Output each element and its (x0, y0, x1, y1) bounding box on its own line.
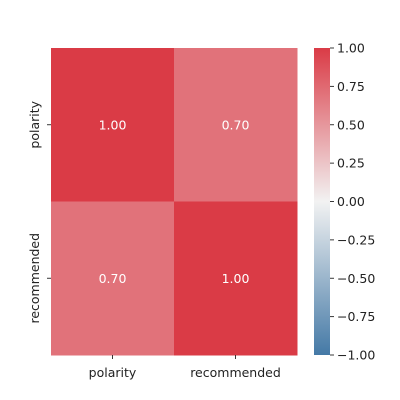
heatmap-cell-labels: 1.00 0.70 0.70 1.00 (99, 117, 250, 286)
cell-value-label-1-1: 1.00 (222, 271, 250, 286)
x-tick-label-0: polarity (89, 365, 137, 380)
heatmap-cell-1-0 (51, 201, 175, 356)
colorbar-tick-label-7: −0.75 (337, 309, 375, 324)
colorbar-tick-label-6: −0.50 (337, 271, 375, 286)
colorbar-tick-label-8: −1.00 (337, 348, 375, 363)
y-axis: polarity recommended (27, 100, 51, 324)
colorbar-tick-label-4: 0.00 (337, 194, 365, 209)
colorbar-tick-label-3: 0.25 (337, 156, 365, 171)
colorbar-tick-label-0: 1.00 (337, 41, 365, 56)
colorbar: 1.00 0.75 0.50 0.25 0.00 −0.25 −0.50 −0.75 −1.00 (314, 41, 375, 363)
cell-value-label-1-0: 0.70 (99, 271, 127, 286)
heatmap-cell-1-1 (174, 201, 298, 356)
x-tick-label-1: recommended (190, 365, 281, 380)
x-axis: polarity recommended (89, 355, 281, 380)
y-tick-label-0: polarity (27, 100, 42, 148)
heatmap-cell-0-1 (174, 48, 298, 202)
colorbar-tick-label-2: 0.50 (337, 117, 365, 132)
colorbar-gradient (314, 48, 330, 355)
y-tick-label-1: recommended (27, 233, 42, 324)
cell-value-label-0-1: 0.70 (222, 117, 250, 132)
colorbar-tick-label-5: −0.25 (337, 232, 375, 247)
cell-value-label-0-0: 1.00 (99, 117, 127, 132)
heatmap-cell-0-0 (51, 48, 175, 202)
heatmap-cells (51, 48, 298, 356)
colorbar-tick-label-1: 0.75 (337, 79, 365, 94)
